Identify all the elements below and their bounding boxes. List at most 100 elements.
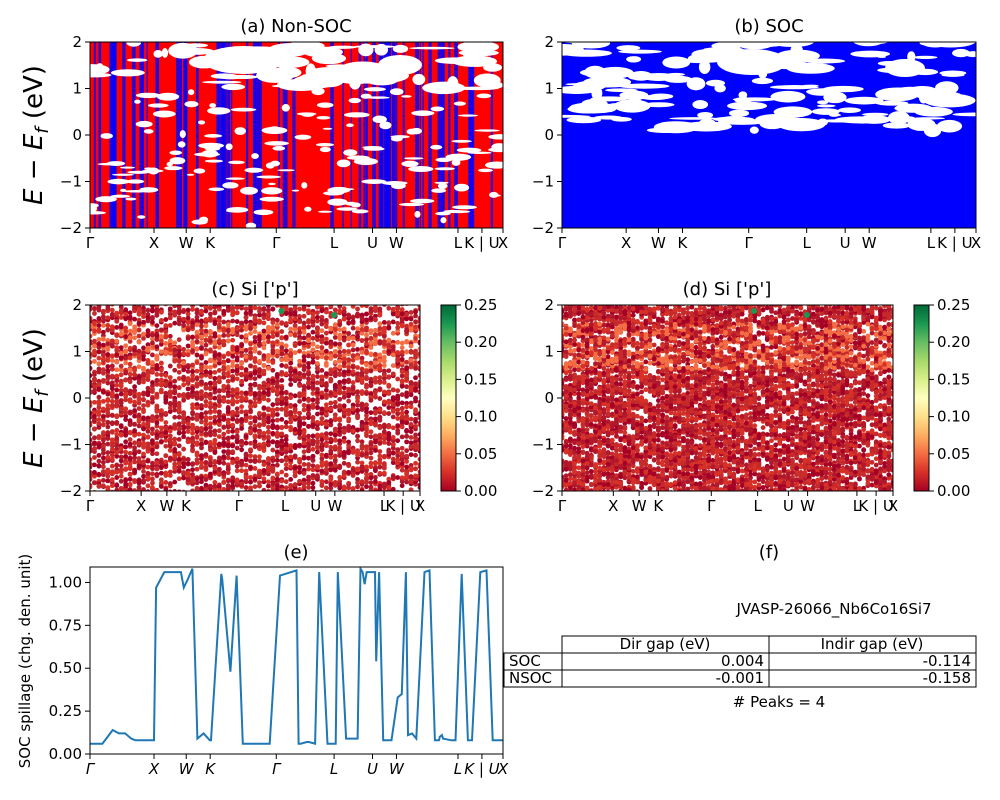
projected-point: [141, 426, 146, 432]
projected-point: [230, 422, 236, 428]
projected-point: [109, 391, 115, 397]
band-gap: [823, 91, 847, 104]
projected-point: [288, 365, 294, 371]
projected-point: [92, 306, 97, 312]
projected-point: [181, 489, 186, 491]
projected-point: [306, 415, 311, 421]
projected-point: [225, 399, 231, 405]
projected-point: [265, 468, 271, 474]
projected-point: [216, 399, 222, 404]
projected-point: [154, 378, 160, 384]
projected-point: [346, 331, 352, 337]
spin-down-band: [142, 42, 145, 228]
projected-point: [225, 442, 231, 448]
projected-point: [319, 432, 325, 438]
spin-down-band: [283, 42, 288, 228]
band-gap: [728, 109, 750, 117]
projected-point: [306, 324, 311, 330]
projected-point: [364, 402, 369, 408]
band-gap: [894, 103, 933, 113]
projected-point: [377, 460, 383, 466]
projected-point: [386, 491, 391, 496]
projected-point: [404, 409, 410, 415]
projected-point: [109, 452, 115, 458]
projected-point: [90, 461, 93, 467]
projected-point: [194, 383, 200, 389]
projected-point: [97, 493, 102, 498]
projected-point: [350, 473, 356, 478]
projected-point: [150, 500, 155, 505]
spin-down-band: [469, 42, 471, 228]
projected-point: [96, 444, 102, 450]
projected-point: [283, 472, 289, 478]
projected-point: [90, 333, 93, 339]
projected-point: [332, 399, 338, 405]
band-gap: [467, 151, 492, 154]
x-tick-label: X: [621, 234, 631, 252]
projected-point: [123, 502, 128, 507]
projected-point: [88, 294, 93, 299]
projected-point: [386, 423, 392, 428]
projected-point: [225, 322, 231, 327]
projected-point: [417, 432, 420, 437]
projected-point: [96, 458, 102, 464]
projected-point: [252, 466, 258, 471]
projected-point: [145, 434, 151, 440]
projected-point: [123, 478, 129, 483]
projected-point: [341, 348, 347, 354]
spin-down-band: [380, 42, 384, 228]
projected-point: [154, 451, 160, 457]
projected-point: [145, 314, 151, 320]
projected-point: [252, 318, 258, 324]
projected-point: [230, 416, 236, 422]
projected-point: [163, 486, 169, 491]
projected-point: [306, 380, 311, 385]
projected-point: [323, 336, 329, 342]
projected-point: [297, 469, 302, 475]
projected-point: [265, 358, 271, 364]
projected-point: [90, 365, 93, 371]
band-gap: [281, 103, 290, 112]
projected-point: [119, 495, 124, 500]
projected-point: [203, 332, 209, 338]
projected-point: [257, 458, 262, 464]
projected-point: [176, 337, 182, 343]
projected-point: [212, 362, 218, 368]
projected-point: [381, 368, 387, 374]
projected-point: [279, 377, 285, 383]
projected-point: [404, 376, 410, 381]
projected-point: [275, 492, 280, 497]
projected-point: [114, 292, 119, 297]
projected-point: [395, 320, 401, 326]
projected-point: [364, 409, 369, 415]
projected-point: [185, 394, 191, 399]
projected-point: [302, 290, 307, 295]
projected-point: [302, 495, 307, 500]
band-gap: [398, 202, 425, 207]
projected-point: [337, 453, 343, 458]
projected-point: [221, 486, 227, 491]
y-tick-label: −1: [60, 173, 82, 191]
projected-point: [359, 391, 365, 396]
projected-point: [141, 409, 146, 415]
projected-point: [190, 392, 195, 398]
projected-point: [386, 305, 392, 311]
band-gap: [336, 207, 358, 211]
projected-point: [364, 447, 369, 453]
projected-point: [146, 299, 151, 304]
projected-point: [359, 316, 365, 321]
projected-point: [190, 377, 195, 383]
projected-point: [306, 423, 311, 429]
projected-point: [243, 440, 249, 446]
projected-point: [351, 505, 356, 510]
projected-point: [315, 426, 320, 432]
projected-point: [158, 433, 164, 439]
projected-point: [301, 358, 307, 363]
projected-point: [114, 483, 120, 489]
projected-point: [96, 361, 102, 367]
projected-point: [283, 354, 289, 360]
projected-point: [270, 330, 276, 336]
band-gap: [629, 70, 653, 81]
projected-point: [127, 379, 133, 385]
projected-point: [127, 328, 133, 334]
